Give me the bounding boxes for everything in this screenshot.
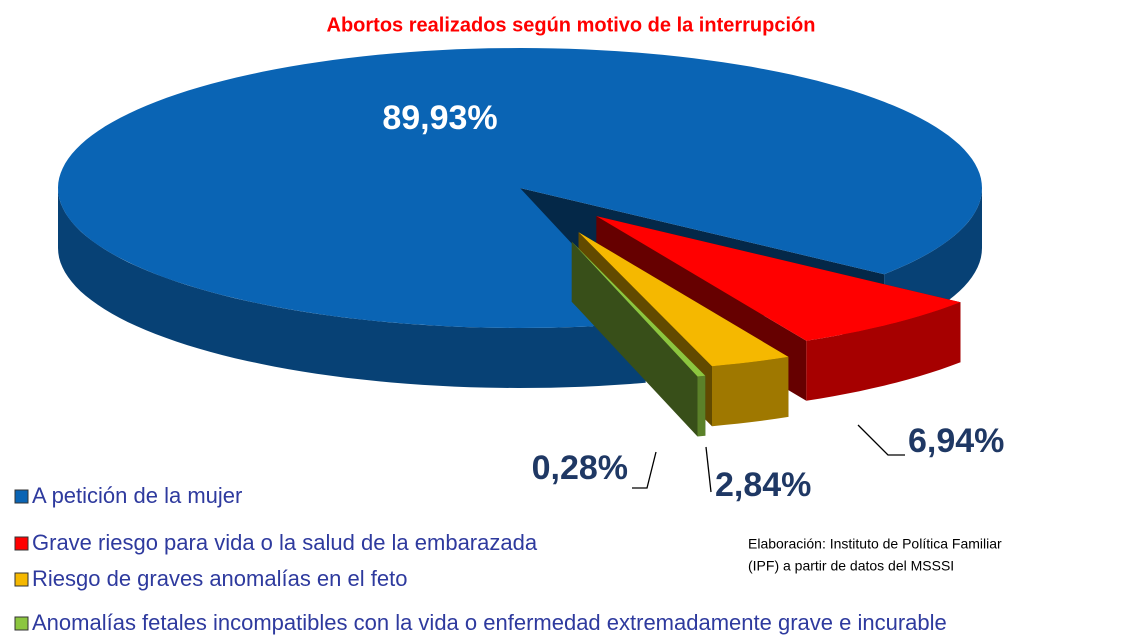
slice-side (697, 375, 706, 437)
slice-side (712, 356, 789, 427)
data-label: 2,84% (715, 466, 811, 504)
legend-label: Riesgo de graves anomalías en el feto (32, 566, 407, 591)
legend-label: Anomalías fetales incompatibles con la v… (32, 610, 947, 635)
leader-line (632, 451, 657, 489)
legend-label: Grave riesgo para vida o la salud de la … (32, 530, 538, 555)
slice-cut (571, 241, 698, 437)
slice (571, 241, 706, 377)
leader-line (705, 446, 712, 493)
slice (596, 216, 961, 341)
legend-swatch (14, 489, 29, 504)
slice (571, 241, 706, 437)
legend-swatch (14, 572, 29, 587)
source-note: Elaboración: Instituto de Política Famil… (748, 536, 1002, 552)
slice-side (58, 188, 646, 388)
source-note: (IPF) a partir de datos del MSSSI (748, 558, 954, 574)
legend-swatch (14, 616, 29, 631)
data-label: 6,94% (908, 422, 1004, 460)
legend-swatch (14, 536, 29, 551)
slice (578, 232, 789, 367)
chart-title: Abortos realizados según motivo de la in… (327, 14, 816, 36)
data-label: 0,28% (532, 449, 628, 487)
legend: A petición de la mujer Grave riesgo para … (14, 483, 947, 635)
slice-side (806, 302, 961, 401)
pie (58, 48, 982, 437)
data-label: 89,93% (382, 99, 497, 137)
leader-line (857, 424, 905, 456)
legend-label: A petición de la mujer (32, 483, 242, 508)
slice (58, 48, 982, 328)
